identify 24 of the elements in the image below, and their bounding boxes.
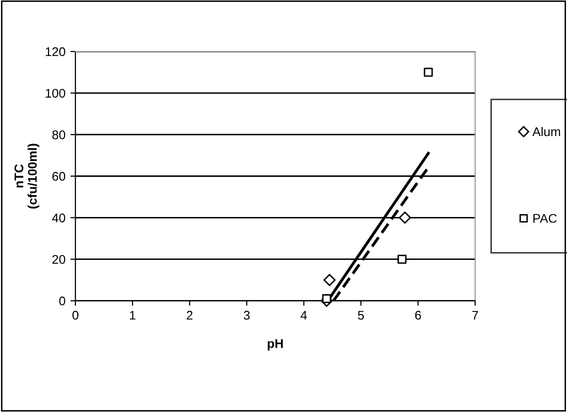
- y-tick-label: 20: [52, 255, 66, 264]
- y-axis-title: nTC (cfu/100ml): [14, 144, 40, 208]
- point: [398, 254, 407, 264]
- y-tick-label: 80: [52, 130, 66, 140]
- y-tick-label: 100: [46, 88, 66, 98]
- x-tick-label: 0: [72, 310, 78, 320]
- x-tick-label: 4: [300, 310, 307, 320]
- legend-label: PAC: [533, 214, 557, 223]
- y-tick-label: 60: [52, 172, 66, 181]
- point: [424, 68, 433, 77]
- x-axis-title: pH: [268, 339, 283, 350]
- x-tick-label: 7: [472, 310, 478, 320]
- point: [322, 294, 332, 304]
- legend-label: Alum: [532, 126, 560, 136]
- point: [398, 212, 411, 224]
- x-tick-label: 2: [186, 310, 192, 320]
- point: [323, 274, 336, 286]
- y-tick-label: 40: [52, 213, 66, 222]
- y-tick-label: 120: [46, 47, 66, 56]
- y-tick-label: 0: [59, 296, 66, 306]
- x-tick-label: 6: [415, 310, 421, 320]
- x-tick-label: 5: [358, 310, 364, 320]
- x-tick-label: 1: [130, 310, 136, 320]
- x-tick-label: 3: [244, 310, 250, 320]
